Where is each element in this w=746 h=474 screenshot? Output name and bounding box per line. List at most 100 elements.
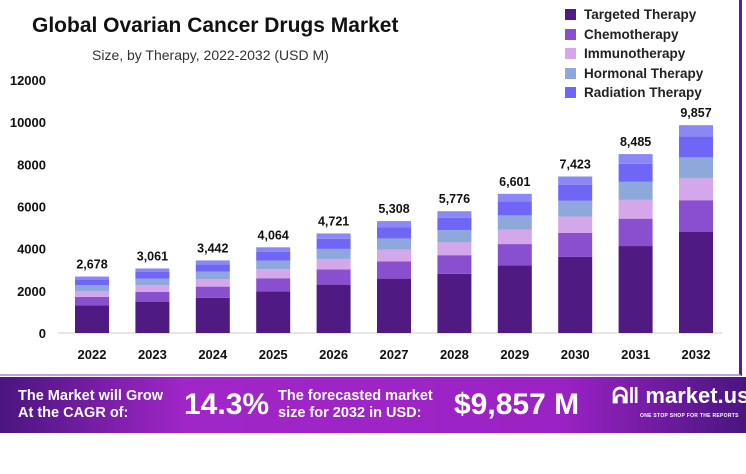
bar-segment — [618, 163, 653, 182]
legend-item: Targeted Therapy — [565, 5, 703, 25]
x-tick-label: 2032 — [682, 347, 711, 362]
bar-segment — [135, 291, 170, 302]
bar-segment — [316, 284, 351, 333]
legend-label: Radiation Therapy — [584, 85, 702, 101]
y-tick-label: 12000 — [10, 73, 46, 88]
bar-segment — [618, 181, 653, 200]
bar-segment — [497, 265, 532, 333]
footer-banner: The Market will Grow At the CAGR of: 14.… — [0, 377, 746, 433]
legend-label: Immunotherapy — [584, 46, 686, 62]
bar-segment — [195, 286, 230, 298]
x-tick-label: 2022 — [78, 347, 107, 362]
total-label: 5,776 — [439, 192, 470, 206]
x-tick-label: 2029 — [500, 347, 529, 362]
legend-item: Radiation Therapy — [565, 83, 703, 103]
forecast-label-line-2: size for 2032 in USD: — [278, 405, 422, 421]
forecast-label: The forecasted market size for 2032 in U… — [278, 388, 433, 422]
legend-item: Chemotherapy — [565, 25, 703, 45]
y-tick-label: 0 — [39, 326, 46, 341]
bar-segment — [437, 273, 472, 333]
chart-title: Global Ovarian Cancer Drugs Market — [32, 14, 399, 37]
total-label: 3,061 — [137, 249, 168, 263]
legend-swatch — [565, 28, 576, 40]
y-tick-label: 8000 — [17, 157, 46, 172]
logo: ᕱ‖ market.us — [612, 383, 746, 409]
bar-segment — [135, 271, 170, 279]
bar-segment — [195, 260, 230, 265]
bar-segment — [135, 284, 170, 292]
legend-label: Chemotherapy — [584, 26, 679, 42]
bar-segment — [377, 221, 411, 228]
total-label: 5,308 — [378, 202, 409, 216]
x-tick-label: 2028 — [440, 347, 469, 362]
total-label: 8,485 — [620, 135, 651, 149]
total-label: 3,442 — [197, 241, 228, 255]
bar-segment — [256, 278, 291, 292]
cagr-label-line-2: At the CAGR of: — [18, 405, 129, 421]
y-tick-label: 6000 — [17, 200, 46, 215]
bar-segment — [437, 217, 472, 231]
total-label: 7,423 — [560, 157, 591, 171]
chart-subtitle: Size, by Therapy, 2022-2032 (USD M) — [92, 47, 329, 63]
bar-segment — [75, 305, 109, 333]
bar-segment — [437, 242, 472, 256]
total-label: 4,064 — [258, 228, 289, 242]
bar-chart: 0 2000 4000 6000 8000 10000 12000 2,678 2022 3,06… — [10, 73, 722, 362]
bar-segment — [558, 216, 593, 233]
bar-segment — [558, 256, 593, 333]
bar-segment — [75, 279, 109, 286]
bar-segment — [437, 255, 472, 274]
logo-tagline: ONE STOP SHOP FOR THE REPORTS — [640, 413, 739, 419]
bar-segment — [75, 276, 109, 280]
bar-segment — [256, 269, 291, 279]
x-tick-label: 2026 — [319, 347, 348, 362]
x-tick-label: 2030 — [561, 347, 590, 362]
bar-segment — [497, 193, 532, 202]
bar-segment — [497, 229, 532, 245]
y-tick-label: 10000 — [10, 115, 46, 130]
total-label: 2,678 — [76, 258, 107, 272]
bar-segment — [679, 200, 713, 232]
bar-segment — [316, 238, 351, 249]
bar-segment — [437, 211, 472, 218]
bar-segment — [377, 278, 411, 333]
bar-segment — [558, 176, 593, 185]
bar-segment — [316, 258, 351, 270]
logo-text: market.us — [645, 383, 746, 408]
bar-segment — [75, 285, 109, 291]
bar-segment — [256, 247, 291, 252]
bar-segment — [618, 199, 653, 219]
bar-segment — [75, 296, 109, 306]
bar-segment — [195, 279, 230, 287]
bar-segment — [497, 244, 532, 266]
bar-segment — [195, 264, 230, 272]
cagr-value: 14.3% — [184, 388, 270, 421]
y-tick-label: 2000 — [17, 284, 46, 299]
bar-segment — [558, 184, 593, 201]
total-label: 4,721 — [318, 214, 349, 228]
x-tick-label: 2031 — [621, 347, 650, 362]
y-tick-label: 4000 — [17, 242, 46, 257]
legend-label: Targeted Therapy — [584, 7, 697, 23]
bar-segment — [195, 271, 230, 280]
chart-frame — [0, 0, 742, 376]
logo-icon: ᕱ‖ — [612, 383, 646, 408]
bar-segment — [377, 261, 411, 279]
bar-segment — [377, 249, 411, 262]
bar-segment — [256, 251, 291, 261]
forecast-label-line-1: The forecasted market — [278, 388, 433, 404]
legend: Targeted Therapy Chemotherapy Immunotherap… — [565, 5, 703, 103]
legend-swatch — [565, 87, 576, 99]
x-tick-label: 2025 — [259, 347, 288, 362]
bar-segment — [316, 248, 351, 259]
bar-segment — [377, 238, 411, 250]
bar-segment — [135, 278, 170, 285]
legend-swatch — [565, 9, 576, 21]
x-tick-label: 2027 — [380, 347, 409, 362]
total-label: 6,601 — [499, 175, 530, 189]
bar-segment — [679, 231, 713, 333]
legend-swatch — [565, 67, 576, 79]
bar-segment — [558, 200, 593, 217]
bar-segment — [618, 218, 653, 247]
bar-segment — [679, 178, 713, 201]
